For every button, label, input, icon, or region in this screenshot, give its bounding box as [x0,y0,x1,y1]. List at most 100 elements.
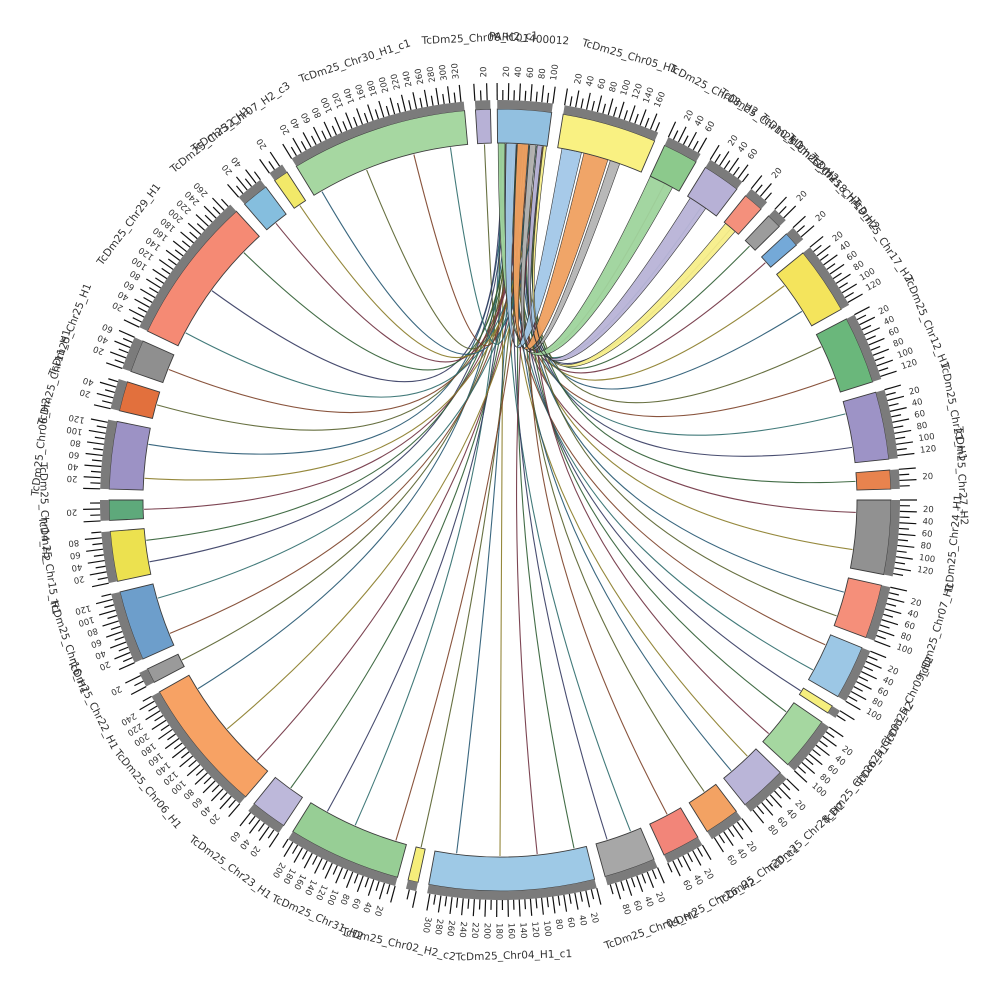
chromosome-segment [109,528,152,582]
major-tick [389,97,396,115]
tick-number-label: 20 [98,658,112,671]
minor-tick [886,602,897,607]
major-tick [585,890,591,908]
chromosome-segment [744,215,780,251]
major-tick [822,735,837,747]
major-tick [518,83,521,101]
minor-tick [102,400,113,404]
segment-rim [883,500,900,577]
major-tick [850,690,867,701]
minor-tick [90,470,102,473]
minor-tick [898,527,910,530]
tick-number-label: 80 [86,625,99,638]
minor-tick [91,459,102,462]
minor-tick [723,160,731,170]
segment-rim [827,706,840,718]
tick-number-label: 40 [922,517,933,528]
minor-tick [268,161,275,170]
minor-tick [228,799,236,808]
chromosome-segment [474,108,492,145]
minor-tick [419,97,423,108]
major-tick [473,83,476,101]
segment-rim [803,247,850,310]
major-tick [884,384,902,391]
major-tick [889,407,907,412]
tick-number-label: 120 [74,602,92,616]
major-tick [639,109,647,126]
major-tick [870,650,887,659]
minor-tick [765,798,774,807]
segment-rim [111,591,143,663]
chromosome-segment [158,674,269,798]
minor-tick [244,178,253,187]
major-tick [106,362,123,370]
tick-number-label: 100 [66,424,84,437]
minor-tick [899,473,910,476]
major-tick [228,803,241,818]
tick-number-label: 60 [876,686,890,700]
segment-rim [745,188,768,209]
major-tick [118,662,135,671]
major-tick [783,205,797,219]
minor-tick [813,244,822,253]
minor-tick [888,592,899,596]
tick-number-label: 300 [420,916,433,934]
tick-number-label: 160 [505,923,515,939]
chromosome-segment [496,108,553,147]
tick-number-label: 40 [67,461,79,472]
minor-tick [386,884,391,895]
minor-tick [148,705,158,712]
tick-number-label: 20 [255,136,269,151]
minor-tick [756,805,765,815]
major-tick [723,831,734,847]
minor-tick [591,100,595,111]
minor-tick [467,898,470,909]
minor-tick [353,873,359,884]
major-tick [345,112,353,129]
major-tick [816,245,831,257]
tick-number-label: 40 [82,375,95,388]
minor-tick [310,135,317,146]
minor-tick [396,102,401,113]
minor-tick [568,893,572,904]
minor-tick [142,695,152,702]
major-tick [437,895,442,913]
major-tick [815,744,830,757]
tick-number-label: 60 [887,325,901,338]
minor-tick [93,554,104,557]
major-tick [106,630,123,638]
major-tick [210,788,224,802]
tick-number-label: 80 [608,80,621,93]
tick-number-label: 100 [895,642,914,657]
minor-tick [741,173,749,183]
minor-tick [204,214,213,223]
major-tick [667,121,677,138]
minor-tick [236,185,244,194]
chords-layer [144,143,856,857]
minor-tick [672,130,679,140]
minor-tick [110,625,121,630]
major-tick [574,892,579,910]
minor-tick [478,899,481,910]
major-tick [649,113,658,130]
chromosome-segment [649,144,697,192]
major-tick [334,116,343,133]
minor-tick [546,897,549,908]
minor-tick [866,335,876,341]
minor-tick [883,613,894,618]
major-tick [139,700,155,711]
tick-number-label: 100 [918,553,935,565]
chromosome-segment [253,776,304,827]
minor-tick [173,742,183,750]
minor-tick [300,141,307,151]
major-tick [125,675,141,684]
minor-tick [870,345,881,351]
major-tick [682,855,692,872]
major-tick [697,137,708,153]
minor-tick [876,634,886,640]
minor-tick [826,263,836,270]
major-tick [607,98,614,116]
major-tick [128,308,145,318]
major-tick [171,746,187,759]
major-tick [158,728,173,740]
